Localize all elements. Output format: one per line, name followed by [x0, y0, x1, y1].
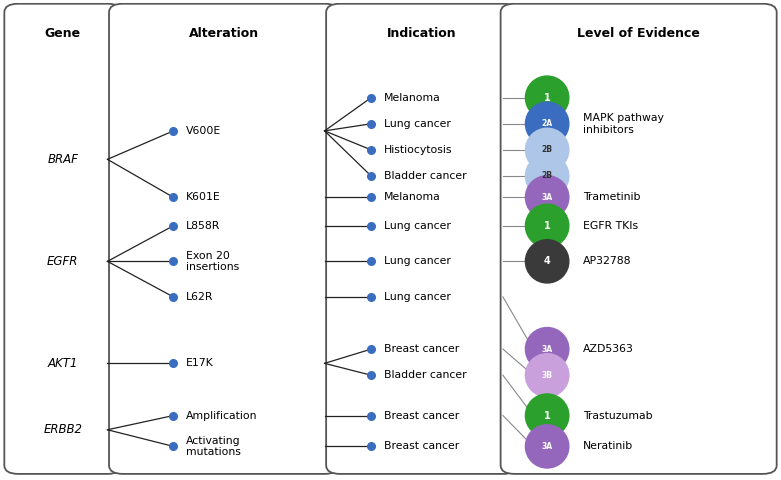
FancyBboxPatch shape	[5, 4, 121, 474]
Text: Indication: Indication	[387, 27, 456, 40]
Text: Bladder cancer: Bladder cancer	[383, 171, 466, 181]
Text: Lung cancer: Lung cancer	[383, 292, 451, 302]
FancyBboxPatch shape	[109, 4, 338, 474]
Ellipse shape	[526, 327, 569, 371]
Text: AP32788: AP32788	[583, 256, 631, 266]
Text: 4: 4	[544, 256, 551, 266]
Text: Melanoma: Melanoma	[383, 93, 440, 103]
Text: Lung cancer: Lung cancer	[383, 119, 451, 129]
Text: Exon 20
insertions: Exon 20 insertions	[186, 251, 239, 272]
Ellipse shape	[526, 102, 569, 145]
Text: Neratinib: Neratinib	[583, 442, 633, 451]
Text: Lung cancer: Lung cancer	[383, 256, 451, 266]
FancyBboxPatch shape	[326, 4, 517, 474]
Text: Activating
mutations: Activating mutations	[186, 435, 241, 457]
Text: AZD5363: AZD5363	[583, 344, 633, 354]
Text: Gene: Gene	[45, 27, 81, 40]
Text: Amplification: Amplification	[186, 410, 257, 420]
Text: K601E: K601E	[186, 192, 220, 202]
Text: 1: 1	[544, 410, 551, 420]
Text: BRAF: BRAF	[48, 153, 78, 166]
Text: L858R: L858R	[186, 221, 220, 231]
Text: EGFR TKIs: EGFR TKIs	[583, 221, 638, 231]
Text: L62R: L62R	[186, 292, 213, 302]
Ellipse shape	[526, 155, 569, 198]
Text: Breast cancer: Breast cancer	[383, 410, 458, 420]
Text: ERBB2: ERBB2	[44, 423, 82, 436]
Ellipse shape	[526, 128, 569, 171]
Text: Histiocytosis: Histiocytosis	[383, 145, 452, 155]
Text: V600E: V600E	[186, 126, 221, 136]
Ellipse shape	[526, 354, 569, 397]
FancyBboxPatch shape	[501, 4, 776, 474]
Text: Melanoma: Melanoma	[383, 192, 440, 202]
Ellipse shape	[526, 240, 569, 283]
Ellipse shape	[526, 425, 569, 468]
Text: E17K: E17K	[186, 359, 213, 368]
Text: 2A: 2A	[541, 119, 553, 128]
Text: Trastuzumab: Trastuzumab	[583, 410, 652, 420]
Text: Lung cancer: Lung cancer	[383, 221, 451, 231]
Ellipse shape	[526, 76, 569, 120]
Text: 1: 1	[544, 221, 551, 231]
Text: 3A: 3A	[541, 193, 553, 202]
Text: 3B: 3B	[542, 371, 553, 380]
Text: 2B: 2B	[542, 171, 553, 180]
Text: 1: 1	[544, 93, 551, 103]
Text: EGFR: EGFR	[47, 255, 79, 268]
Text: Alteration: Alteration	[189, 27, 259, 40]
Text: Bladder cancer: Bladder cancer	[383, 370, 466, 380]
Ellipse shape	[526, 204, 569, 247]
Ellipse shape	[526, 176, 569, 219]
Ellipse shape	[526, 394, 569, 437]
Text: MAPK pathway
inhibitors: MAPK pathway inhibitors	[583, 113, 664, 134]
Text: Breast cancer: Breast cancer	[383, 442, 458, 451]
Text: Breast cancer: Breast cancer	[383, 344, 458, 354]
Text: Level of Evidence: Level of Evidence	[577, 27, 700, 40]
Text: Trametinib: Trametinib	[583, 192, 640, 202]
Text: 2B: 2B	[542, 145, 553, 155]
Text: AKT1: AKT1	[48, 357, 78, 370]
Text: 3A: 3A	[541, 345, 553, 354]
Text: 3A: 3A	[541, 442, 553, 451]
